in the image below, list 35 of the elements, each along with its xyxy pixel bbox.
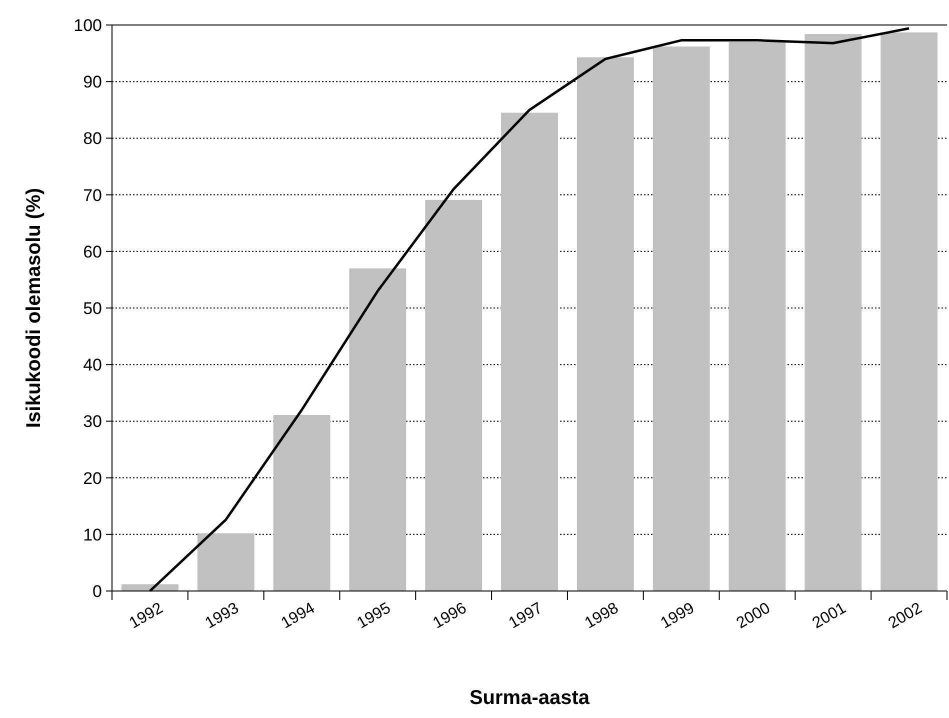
y-tick-label: 0 (92, 582, 102, 601)
y-tick-label: 40 (83, 356, 102, 375)
bar (652, 46, 710, 591)
x-axis-title: Surma-aasta (469, 687, 590, 709)
y-tick-label: 30 (83, 412, 102, 432)
y-tick-label: 20 (83, 468, 102, 488)
bar (197, 533, 254, 591)
bar (804, 34, 862, 591)
bar (728, 42, 786, 591)
y-tick-label: 10 (83, 525, 102, 544)
bar (273, 414, 330, 591)
y-tick-label: 90 (83, 72, 102, 92)
y-tick-label: 80 (83, 129, 102, 148)
bar (576, 57, 634, 591)
x-tick-label: 1997 (506, 600, 546, 632)
bar (349, 268, 406, 591)
bar (425, 200, 482, 591)
bar (880, 32, 938, 591)
bar (121, 584, 178, 591)
x-tick-label: 2001 (810, 600, 850, 632)
x-tick-label: 1994 (278, 600, 318, 632)
y-tick-label: 100 (74, 16, 102, 35)
x-tick-label: 1995 (354, 600, 394, 632)
y-tick-label: 60 (83, 242, 102, 262)
x-tick-label: 1998 (582, 600, 622, 632)
x-tick-label: 2000 (734, 600, 774, 632)
bar (501, 112, 558, 591)
y-tick-label: 70 (83, 186, 102, 205)
x-tick-label: 1996 (430, 600, 470, 632)
x-tick-label: 1992 (126, 600, 166, 632)
x-tick-label: 2002 (886, 600, 926, 632)
x-tick-label: 1993 (202, 600, 242, 632)
y-tick-label: 50 (83, 298, 102, 318)
x-tick-label: 1999 (658, 600, 698, 632)
y-axis-title: Isikukoodi olemasolu (%) (23, 188, 45, 428)
